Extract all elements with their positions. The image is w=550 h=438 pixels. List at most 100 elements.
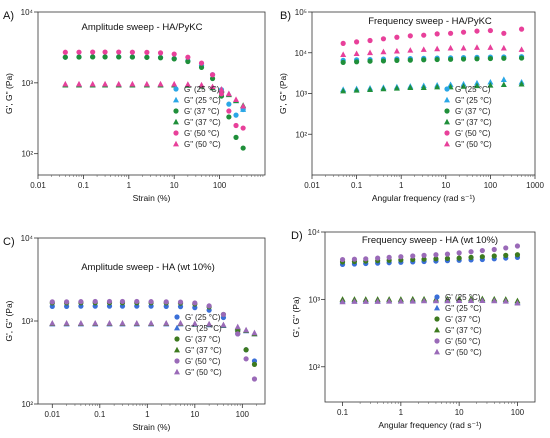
legend-label: G' (37 °C)	[445, 315, 481, 324]
data-point	[143, 80, 150, 87]
data-point	[92, 320, 99, 326]
data-point	[380, 85, 387, 92]
data-point	[434, 31, 440, 37]
x-tick-label: 1	[399, 181, 404, 190]
data-point	[225, 90, 232, 97]
data-point	[503, 252, 509, 258]
y-tick-label: 10⁴	[21, 234, 34, 243]
data-point	[514, 299, 521, 306]
data-point	[92, 298, 98, 305]
data-point	[206, 320, 213, 327]
data-point	[393, 47, 400, 54]
data-point	[460, 56, 467, 62]
legend-label: G" (50 °C)	[445, 348, 482, 357]
x-tick-label: 10	[190, 410, 199, 419]
data-point	[421, 57, 427, 63]
y-axis-label: G', G" (Pa)	[278, 73, 288, 114]
chart-panel-4: D) Frequency sweep - HA (wt 10%) 0.1 1 10 100…	[291, 228, 536, 430]
data-point	[354, 59, 360, 65]
data-point	[209, 83, 216, 90]
data-point	[251, 329, 258, 336]
data-point	[374, 298, 381, 304]
x-tick-label: 1	[399, 408, 404, 417]
series-3	[49, 300, 258, 367]
data-point	[487, 44, 494, 50]
legend-marker	[434, 348, 440, 355]
legend-label: G' (50 °C)	[445, 337, 481, 346]
data-point	[474, 28, 480, 34]
data-point	[456, 255, 462, 261]
legend: G' (25 °C) G" (25 °C) G' (37 °C) G" (37 °C)…	[434, 293, 482, 357]
data-point	[240, 145, 246, 151]
legend-marker	[174, 314, 180, 320]
data-point	[500, 76, 507, 82]
data-point	[473, 44, 480, 50]
legend-marker	[173, 86, 179, 92]
data-point	[218, 91, 225, 97]
x-tick-label: 0.01	[30, 181, 46, 190]
legend-marker	[174, 368, 180, 375]
data-point	[129, 49, 135, 55]
data-point	[90, 54, 96, 60]
y-axis-label: G', G" (Pa)	[4, 300, 14, 341]
legend: G' (25 °C) G" (25 °C) G' (37 °C) G" (37 °C)…	[173, 85, 221, 149]
data-point	[397, 297, 404, 304]
chart-panel-3: C) Amplitude sweep - HA (wt 10%) 0.01 0.1 1 1…	[3, 234, 266, 432]
data-point	[339, 298, 346, 305]
data-point	[233, 112, 239, 118]
data-point	[473, 82, 480, 89]
x-tick-label: 0.1	[94, 410, 106, 419]
data-point	[491, 246, 497, 253]
data-point	[198, 64, 205, 71]
data-point	[116, 49, 122, 55]
x-tick-label: 0.1	[351, 181, 363, 190]
legend-label: G" (25 °C)	[185, 324, 222, 333]
data-point	[447, 30, 454, 36]
data-point	[367, 58, 373, 64]
data-point	[460, 44, 467, 51]
data-point	[407, 47, 414, 53]
data-point	[240, 106, 247, 112]
legend-label: G' (50 °C)	[184, 129, 220, 138]
data-point	[240, 125, 246, 131]
data-point	[479, 254, 485, 260]
y-tick-label: 10³	[295, 90, 307, 99]
data-point	[206, 303, 212, 309]
data-point	[134, 298, 140, 305]
legend-marker	[173, 118, 179, 125]
data-point	[375, 255, 381, 261]
data-point	[144, 54, 150, 60]
data-point	[444, 255, 451, 262]
x-tick-label: 100	[484, 181, 498, 190]
data-point	[106, 320, 113, 326]
data-point	[407, 57, 413, 63]
data-point	[226, 101, 232, 107]
legend-marker	[434, 338, 440, 344]
legend-marker	[444, 140, 450, 147]
data-point	[487, 81, 494, 88]
data-point	[434, 56, 440, 63]
data-point	[102, 49, 108, 55]
series-3	[340, 55, 525, 65]
data-point	[185, 58, 191, 65]
legend-marker	[173, 140, 179, 147]
y-tick-label: 10²	[21, 400, 33, 409]
series-6	[340, 44, 525, 58]
legend-marker	[173, 108, 179, 114]
data-point	[491, 297, 498, 304]
data-point	[171, 56, 177, 62]
data-point	[433, 256, 439, 262]
data-point	[386, 254, 392, 260]
data-point	[514, 252, 521, 258]
data-point	[491, 253, 497, 259]
x-tick-label: 1	[145, 410, 150, 419]
y-tick-label: 10³	[21, 317, 33, 326]
y-axis-label: G', G" (Pa)	[291, 296, 301, 337]
y-axis-label: G', G" (Pa)	[4, 73, 14, 114]
legend-label: G" (25 °C)	[184, 96, 221, 105]
data-point	[76, 80, 83, 87]
x-tick-label: 1000	[526, 181, 544, 190]
data-point	[468, 249, 474, 255]
data-point	[148, 299, 154, 305]
data-point	[456, 297, 463, 303]
